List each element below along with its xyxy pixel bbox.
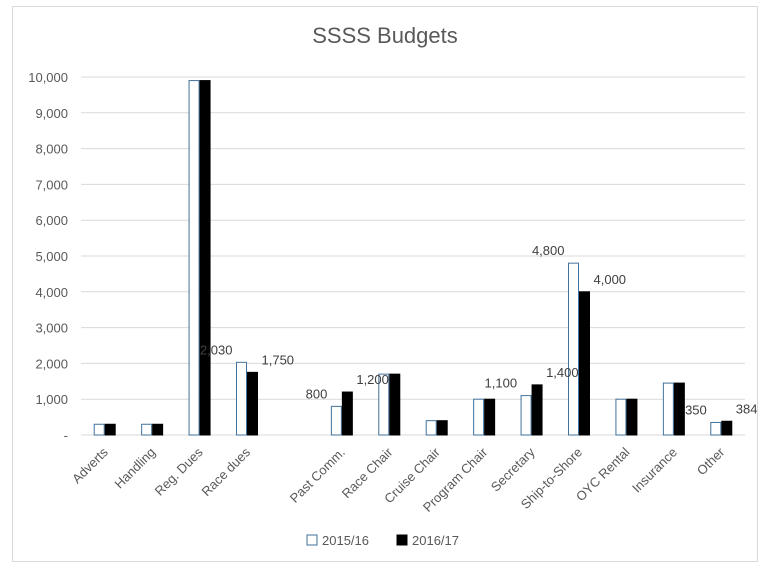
bar-series2 [579,291,590,436]
bar-series2 [721,420,733,436]
data-label: 1,200 [356,372,389,387]
data-label: 350 [685,402,707,417]
bar-series2 [531,384,543,436]
legend-label: 2016/17 [412,533,459,548]
y-tick-label: 1,000 [35,392,68,407]
bar-series2 [389,373,401,436]
data-label: 1,400 [546,365,579,380]
legend-label: 2015/16 [322,533,369,548]
y-tick-label: 10,000 [28,70,68,85]
y-tick-label: 9,000 [35,106,68,121]
bar-series1 [425,420,437,436]
y-tick-label: 3,000 [35,321,68,336]
x-tick-label: Insurance [629,445,680,496]
bar-series1 [568,262,579,436]
bar-series2 [199,80,211,436]
data-label: 2,030 [200,342,233,357]
bar-series2 [104,423,116,436]
bar-series1 [378,373,390,436]
bar-series1 [473,398,485,436]
bar-series1 [141,423,153,436]
bar-series2 [673,382,685,436]
bar-chart: SSSS Budgets - 1,000 2,000 3,000 4,000 5,000 6… [28,23,757,548]
bar-series1 [93,423,105,436]
bar-series1 [662,382,674,436]
x-tick-label: Handling [111,445,158,492]
data-label: 4,000 [594,272,627,287]
chart-frame: SSSS Budgets - 1,000 2,000 3,000 4,000 5,000 6… [12,6,758,562]
bar-series2 [247,371,258,436]
bar-series1 [520,395,532,436]
y-tick-label: 7,000 [35,177,68,192]
bar-series1 [188,80,200,436]
bar-series1 [615,398,627,436]
legend-swatch [306,534,318,546]
bar-series2 [626,398,638,436]
x-tick-label: Past Comm. [287,445,348,506]
data-label: 800 [306,386,328,401]
bar-series2 [484,398,496,436]
y-tick-label: 2,000 [35,356,68,371]
bar-series2 [436,420,448,436]
x-tick-label: Race dues [199,444,254,499]
x-tick-label: Other [694,444,728,478]
bar-series2 [152,423,164,436]
bar-series1 [236,361,247,436]
y-tick-label: - [64,428,68,443]
x-tick-label: Secretary [488,444,538,494]
bar-series2 [341,391,353,436]
y-tick-label: 8,000 [35,142,68,157]
y-tick-label: 4,000 [35,285,68,300]
chart-title: SSSS Budgets [312,23,458,48]
y-tick-label: 5,000 [35,249,68,264]
data-label: 384 [736,401,757,416]
bar-series1 [330,405,342,436]
x-tick-label: Adverts [69,444,111,486]
data-label: 1,750 [262,352,295,367]
bar-series1 [710,421,722,436]
legend-swatch [396,534,408,546]
y-tick-label: 6,000 [35,213,68,228]
data-label: 1,100 [485,376,518,391]
x-tick-label: Reg. Dues [152,444,206,498]
data-label: 4,800 [532,243,565,258]
